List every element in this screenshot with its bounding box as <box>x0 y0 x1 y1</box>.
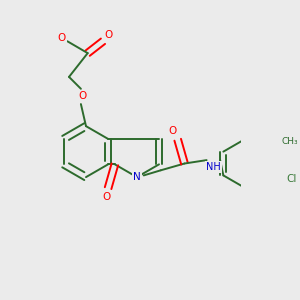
Text: Cl: Cl <box>286 174 297 184</box>
Text: O: O <box>79 91 87 100</box>
Text: O: O <box>169 126 177 136</box>
Text: O: O <box>57 33 65 43</box>
Text: O: O <box>102 192 110 202</box>
Text: CH₃: CH₃ <box>282 137 298 146</box>
Text: NH: NH <box>206 162 221 172</box>
Text: N: N <box>133 172 141 182</box>
Text: O: O <box>105 30 113 40</box>
